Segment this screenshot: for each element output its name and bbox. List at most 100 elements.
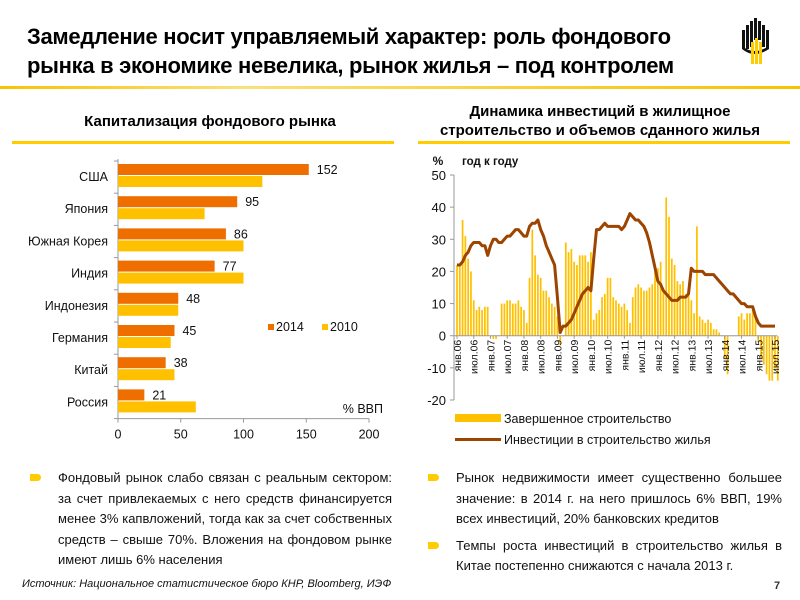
legend-swatch-2014 (268, 324, 274, 330)
completed-construction-bar (537, 274, 539, 336)
market-cap-chart: США 152 Япония 95 Южная Корея 86 Индия 77 Индоне… (28, 159, 383, 442)
y-tick-label: 0 (439, 329, 446, 344)
bar-2014 (118, 292, 179, 304)
completed-construction-bar (514, 303, 517, 336)
completed-construction-bar (464, 236, 467, 336)
completed-construction-bar (609, 277, 612, 336)
legend-label-2010: 2010 (330, 320, 358, 334)
completed-construction-bar (542, 290, 545, 336)
completed-construction-bar (737, 316, 740, 336)
completed-construction-bar (693, 313, 695, 336)
completed-construction-bar (762, 335, 765, 365)
completed-construction-bar (584, 255, 587, 336)
completed-construction-bar (740, 313, 743, 336)
x-tick-label: янв.14 (720, 340, 732, 372)
completed-construction-bar (726, 335, 729, 375)
completed-construction-bar (492, 335, 495, 339)
completed-construction-bar (760, 335, 762, 359)
completed-construction-bar (478, 306, 481, 336)
completed-construction-bar (458, 265, 461, 336)
completed-construction-bar (696, 226, 698, 336)
completed-construction-bar (603, 293, 606, 336)
completed-construction-bar (668, 216, 670, 336)
x-tick-label: июл.15 (770, 340, 782, 374)
completed-construction-bar (643, 290, 645, 336)
bar-2014 (118, 196, 238, 208)
rosneft-logo-icon (742, 18, 769, 64)
completed-construction-bar (749, 313, 751, 336)
data-label: 21 (152, 388, 166, 402)
completed-construction-bar (506, 300, 509, 336)
completed-construction-bar (690, 300, 693, 336)
legend-label-investment: Инвестиции в строительство жилья (504, 433, 711, 447)
x-tick-label: июл.10 (603, 340, 615, 374)
x-tick-label: 50 (174, 428, 188, 442)
category-label: Россия (67, 395, 108, 409)
data-label: 45 (182, 324, 196, 338)
x-tick-label: янв.11 (619, 340, 631, 371)
completed-construction-bar (503, 303, 506, 336)
completed-construction-bar (743, 319, 746, 336)
completed-construction-bar (595, 313, 598, 336)
completed-construction-bar (484, 306, 486, 336)
right-chart-title: Динамика инвестиций в жилищное строитель… (410, 102, 790, 140)
completed-construction-bar (776, 335, 779, 381)
completed-construction-bar (592, 319, 595, 336)
completed-construction-bar (620, 306, 623, 336)
completed-construction-bar (578, 255, 581, 336)
left-title-divider (12, 141, 394, 144)
completed-construction-bar (751, 310, 754, 336)
x-tick-label: июл.14 (737, 340, 749, 374)
completed-construction-bar (509, 300, 511, 336)
x-tick-label: июл.12 (670, 340, 682, 374)
title-line-1: Замедление носит управляемый характер: р… (27, 24, 671, 49)
bar-2010 (118, 208, 205, 220)
x-tick-label: 200 (359, 428, 380, 442)
bar-2014 (118, 260, 215, 272)
page-number: 7 (774, 580, 781, 592)
bullet-text: Рынок недвижимости имеет существенно бол… (456, 470, 782, 526)
completed-construction-bar (704, 322, 707, 336)
x-tick-label: июл.06 (469, 340, 481, 374)
x-tick-label: янв.09 (552, 340, 564, 372)
y-tick-label: 40 (432, 200, 446, 215)
completed-construction-bar (645, 290, 648, 336)
completed-construction-bar (598, 310, 601, 336)
completed-construction-bar (723, 335, 726, 359)
completed-construction-bar (470, 271, 472, 336)
bullet-marker-icon (428, 541, 439, 549)
x-tick-label: июл.11 (636, 340, 648, 374)
bullet-item: Фондовый рынок слабо связан с реальным с… (30, 468, 392, 571)
completed-construction-bar (640, 287, 642, 336)
x-tick-label: янв.10 (586, 340, 598, 372)
completed-construction-bar (564, 242, 567, 336)
completed-construction-bar (495, 335, 497, 339)
completed-construction-bar (528, 277, 531, 336)
bullet-item: Рынок недвижимости имеет существенно бол… (428, 468, 782, 530)
completed-construction-bar (456, 265, 458, 336)
category-label: США (79, 170, 108, 184)
completed-construction-bar (570, 248, 573, 336)
completed-construction-bar (665, 197, 668, 336)
slide-title: Замедление носит управляемый характер: р… (27, 22, 707, 80)
category-label: Япония (65, 202, 108, 216)
completed-construction-bar (648, 287, 651, 336)
completed-construction-bar (774, 335, 776, 368)
x-tick-label: янв.13 (686, 340, 698, 372)
y-tick-label: 50 (432, 168, 446, 183)
category-label: Германия (52, 331, 108, 345)
x-tick-label: июл.08 (536, 340, 548, 374)
completed-construction-bar (631, 297, 634, 336)
completed-construction-bar (472, 300, 475, 336)
completed-construction-bar (486, 306, 489, 336)
completed-construction-bar (746, 313, 748, 336)
completed-construction-bar (771, 335, 774, 381)
completed-construction-bar (587, 261, 589, 336)
completed-construction-bar (548, 297, 550, 336)
completed-construction-bar (559, 335, 562, 346)
completed-construction-bar (676, 281, 679, 336)
completed-construction-bar (715, 329, 718, 336)
completed-construction-bar (601, 297, 603, 336)
y-unit-label: % (433, 154, 444, 168)
completed-construction-bar (656, 268, 659, 336)
